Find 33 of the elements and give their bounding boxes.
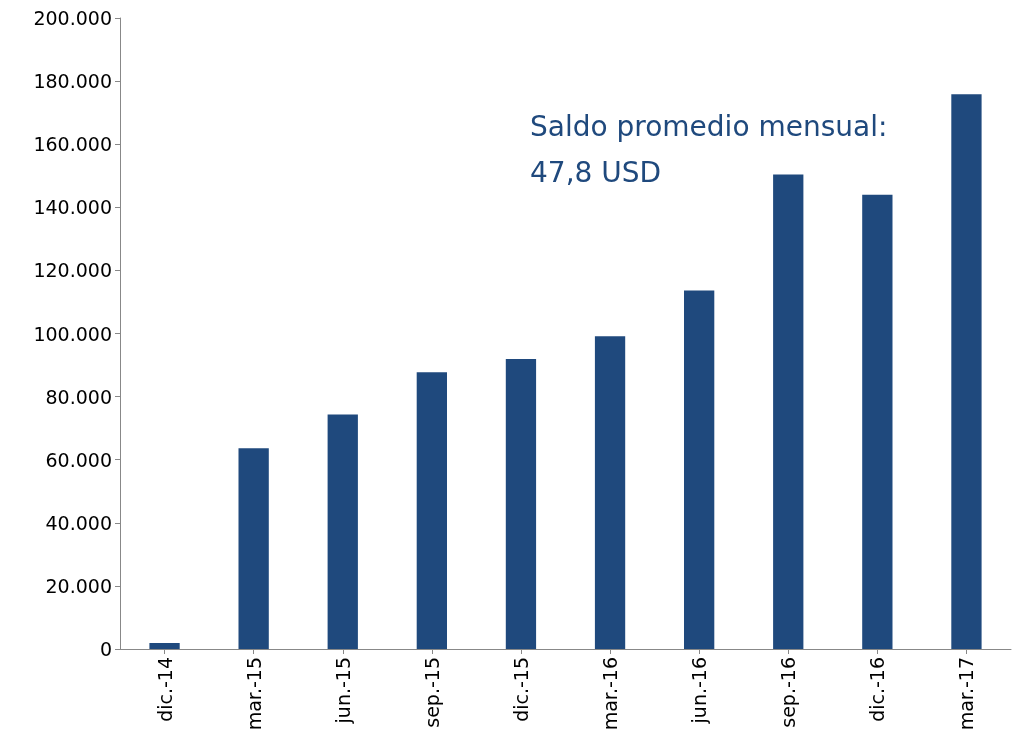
bar: [505, 359, 537, 649]
y-tick-label: 80.000: [45, 385, 112, 408]
y-tick-label: 60.000: [45, 448, 112, 471]
y-tick-label: 0: [99, 638, 112, 660]
x-tick-label: mar.-17: [955, 657, 978, 731]
bar: [951, 94, 982, 649]
y-tick-label: 100.000: [33, 322, 112, 345]
bar: [327, 414, 358, 649]
y-tick-label: 20.000: [45, 574, 112, 597]
annotation: Saldo promedio mensual:: [530, 109, 888, 143]
x-tick-label: dic.-15: [509, 657, 532, 722]
x-tick-label: sep.-16: [777, 657, 800, 728]
x-tick-label: mar.-16: [599, 657, 622, 731]
y-tick-label: 180.000: [33, 70, 112, 93]
annotation: 47,8 USD: [530, 155, 662, 189]
x-tick-label: mar.-15: [242, 657, 265, 731]
x-tick-label: jun.-16: [688, 657, 711, 725]
bar: [862, 194, 893, 649]
bar: [149, 643, 180, 649]
y-tick-label: 40.000: [45, 511, 112, 534]
bar: [684, 290, 715, 649]
bar: [416, 372, 447, 649]
bar: [594, 336, 626, 649]
y-tick-label: 160.000: [33, 133, 112, 156]
x-tick-label: sep.-15: [420, 657, 443, 728]
y-tick-label: 140.000: [33, 196, 112, 219]
x-tick-label: dic.-16: [866, 657, 889, 722]
y-tick-label: 120.000: [33, 259, 112, 282]
bar: [773, 174, 804, 649]
y-tick-label: 200.000: [33, 7, 112, 29]
x-tick-label: jun.-15: [331, 657, 354, 725]
bar: [238, 448, 269, 649]
x-tick-label: dic.-14: [153, 657, 176, 722]
